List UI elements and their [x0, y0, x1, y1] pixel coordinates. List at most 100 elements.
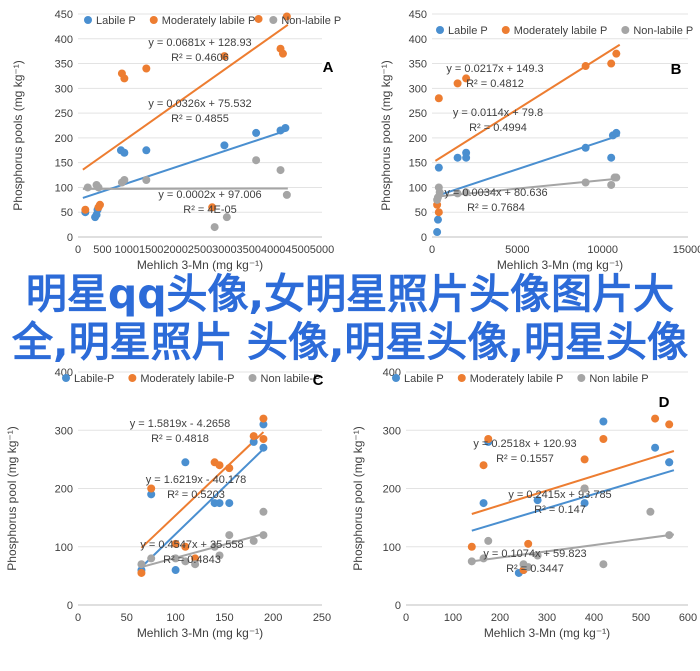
- x-tick-label: 300: [538, 612, 556, 624]
- y-tick-label: 0: [421, 232, 427, 244]
- trendline-moderate: [471, 450, 675, 515]
- data-point-labile: [434, 163, 443, 172]
- data-point-labile: [220, 141, 229, 150]
- legend-marker-moderate: [128, 374, 137, 382]
- data-point-moderate: [249, 432, 258, 441]
- overlay-title: 明星qq头像,女明星照片头像图片大全,明星照片 头像,明星头像,明星头像: [12, 270, 688, 367]
- data-point-nonlabile: [453, 189, 462, 198]
- data-point-nonlabile: [467, 557, 476, 566]
- data-point-moderate: [259, 434, 268, 443]
- x-tick-label: 3500: [237, 244, 261, 256]
- y-tick-label: 250: [55, 108, 73, 120]
- data-point-nonlabile: [607, 180, 616, 189]
- legend-label: Moderately labile-P: [140, 373, 234, 385]
- data-point-moderate: [524, 539, 533, 548]
- r-squared-label: R² = 0.4843: [163, 554, 221, 566]
- y-tick-label: 0: [67, 600, 73, 612]
- data-point-nonlabile: [259, 507, 268, 516]
- data-point-nonlabile: [479, 554, 488, 563]
- legend-marker-nonlabile: [621, 26, 630, 34]
- legend-label: Non labile P: [589, 373, 648, 385]
- y-axis-label: Phosphorus pool (mg kg⁻¹): [5, 426, 19, 570]
- data-point-labile: [479, 499, 488, 508]
- data-point-moderate: [580, 455, 589, 464]
- data-point-moderate: [142, 64, 151, 73]
- equation-label: y = 0.0034x + 80.636: [444, 187, 547, 199]
- equation-label: y = 1.5819x - 4.2658: [130, 418, 231, 430]
- legend-label: Non labile-P: [261, 373, 321, 385]
- r-squared-label: R² = 0.5203: [167, 489, 225, 501]
- y-tick-label: 300: [55, 83, 73, 95]
- x-tick-label: 3000: [212, 244, 236, 256]
- data-point-moderate: [225, 464, 234, 473]
- data-point-moderate: [282, 12, 291, 21]
- data-point-labile: [142, 146, 151, 155]
- data-point-nonlabile: [581, 178, 590, 187]
- panel-label: B: [671, 61, 682, 78]
- data-point-nonlabile: [646, 507, 655, 516]
- data-point-labile: [215, 499, 224, 508]
- trendline-nonlabile: [471, 533, 675, 563]
- data-point-labile: [533, 496, 542, 505]
- legend-marker-moderate: [457, 374, 466, 382]
- y-tick-label: 50: [415, 207, 427, 219]
- x-tick-label: 50: [121, 612, 133, 624]
- x-tick-label: 4500: [285, 244, 309, 256]
- data-point-moderate: [95, 200, 104, 209]
- x-tick-label: 2000: [163, 244, 187, 256]
- trendline-labile: [435, 134, 621, 198]
- x-tick-label: 5000: [310, 244, 334, 256]
- data-point-nonlabile: [435, 188, 444, 197]
- data-point-moderate: [484, 434, 493, 443]
- x-tick-label: 4000: [261, 244, 285, 256]
- legend-label: Non-labile P: [633, 25, 693, 37]
- x-tick-label: 200: [264, 612, 282, 624]
- legend-marker-labile: [436, 26, 444, 34]
- y-tick-label: 350: [55, 59, 73, 71]
- data-point-nonlabile: [282, 190, 291, 199]
- data-point-moderate: [467, 542, 476, 551]
- trendline-moderate: [82, 23, 289, 171]
- legend-label: Moderately labile P: [514, 25, 608, 37]
- equation-label: y = 0.0114x + 79.8: [453, 107, 543, 119]
- y-tick-label: 100: [55, 542, 73, 554]
- r-squared-label: R² = 0.147: [534, 504, 586, 516]
- equation-label: y = 0.1074x + 59.823: [483, 548, 586, 560]
- y-tick-label: 200: [55, 133, 73, 145]
- x-tick-label: 500: [632, 612, 650, 624]
- y-tick-label: 100: [55, 182, 73, 194]
- data-point-labile: [433, 215, 442, 224]
- legend-marker-labile: [84, 16, 92, 24]
- data-point-moderate: [607, 59, 616, 68]
- equation-label: y = 0.2415x + 93.785: [508, 489, 611, 501]
- y-tick-label: 300: [409, 83, 427, 95]
- y-tick-label: 350: [409, 59, 427, 71]
- x-tick-label: 0: [75, 612, 81, 624]
- equation-label: y = 0.0681x + 128.93: [148, 37, 251, 49]
- data-point-labile: [252, 128, 261, 137]
- data-point-labile: [225, 499, 234, 508]
- data-point-moderate: [191, 554, 200, 563]
- x-tick-label: 0: [403, 612, 409, 624]
- r-squared-label: R² = 0.3447: [506, 563, 564, 575]
- trendline-labile: [471, 469, 675, 532]
- data-point-labile: [281, 123, 290, 132]
- y-axis-label: Phosphorus pool (mg kg⁻¹): [351, 426, 365, 570]
- legend-label: Labile P: [404, 373, 444, 385]
- data-point-labile: [433, 228, 442, 237]
- y-tick-label: 450: [409, 9, 427, 21]
- data-point-moderate: [254, 14, 263, 23]
- data-point-moderate: [147, 484, 156, 493]
- data-point-moderate: [120, 74, 129, 83]
- y-tick-label: 300: [55, 425, 73, 437]
- legend-label: Labile P: [448, 25, 488, 37]
- legend-marker-labile: [62, 374, 70, 382]
- data-point-labile: [612, 128, 621, 137]
- x-tick-label: 100: [444, 612, 462, 624]
- y-tick-label: 200: [383, 484, 401, 496]
- data-point-nonlabile: [191, 560, 200, 569]
- x-tick-label: 1500: [139, 244, 163, 256]
- data-point-moderate: [453, 79, 462, 88]
